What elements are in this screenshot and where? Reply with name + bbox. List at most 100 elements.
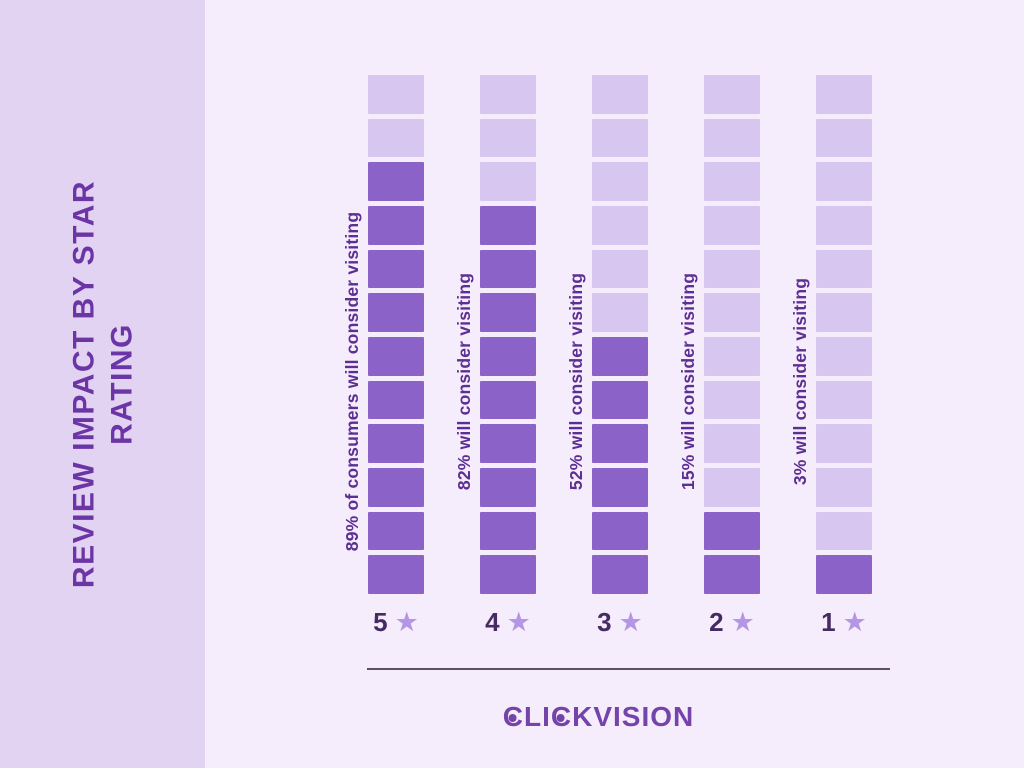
bar-annotation-text: 52% will consider visiting <box>566 272 587 491</box>
bar-segment-filled <box>592 380 648 420</box>
bar-segment-filled <box>592 511 648 551</box>
bar-segment-empty <box>704 206 760 245</box>
bar-column: 2 ★ <box>704 75 760 638</box>
bar-segment-empty <box>816 424 872 464</box>
bar-segment-filled <box>368 337 424 376</box>
bar-segment-empty <box>816 249 872 289</box>
bar-segment-empty <box>816 337 872 376</box>
bar-segment-filled <box>480 249 536 289</box>
bar-segment-filled <box>368 162 424 202</box>
bar-segment-empty <box>704 293 760 333</box>
bar-segment-filled <box>592 337 648 376</box>
bar-annotation-1-star: 3% will consider visiting <box>786 75 816 594</box>
axis-number: 5 <box>373 607 388 637</box>
bar-segment-empty <box>816 293 872 333</box>
axis-label-1-star: 1 ★ <box>816 607 872 638</box>
bar-segment-filled <box>480 293 536 333</box>
bar-3-star <box>592 75 648 595</box>
bar-group-3-star: 52% will consider visiting 3 ★ <box>562 75 648 638</box>
x-axis-line <box>367 668 890 670</box>
star-icon: ★ <box>730 607 755 637</box>
bar-segment-filled <box>816 555 872 595</box>
bar-segment-empty <box>592 249 648 289</box>
page-title-line2: RATING <box>104 323 138 445</box>
axis-label-3-star: 3 ★ <box>592 607 648 638</box>
bar-segment-empty <box>592 293 648 333</box>
axis-label-4-star: 4 ★ <box>480 607 536 638</box>
bar-group-4-star: 82% will consider visiting 4 ★ <box>450 75 536 638</box>
bar-group-2-star: 15% will consider visiting 2 ★ <box>674 75 760 638</box>
bar-segment-empty <box>704 468 760 507</box>
bar-column: 5 ★ <box>368 75 424 638</box>
bar-segment-empty <box>816 511 872 551</box>
bar-segment-empty <box>816 206 872 245</box>
star-icon: ★ <box>842 607 867 637</box>
bar-annotation-text: 3% will consider visiting <box>790 277 811 486</box>
bar-segment-empty <box>704 75 760 114</box>
bar-annotation-text: 89% of consumers will consider visiting <box>342 211 363 552</box>
bar-segment-filled <box>480 206 536 245</box>
clickvision-logo: CLICKVISION <box>503 701 695 733</box>
bar-segment-empty <box>368 118 424 158</box>
bar-segment-empty <box>592 75 648 114</box>
bar-column: 3 ★ <box>592 75 648 638</box>
bar-segment-filled <box>368 293 424 333</box>
bar-segment-empty <box>592 206 648 245</box>
logo-text: LI <box>523 701 551 732</box>
bar-annotation-4-star: 82% will consider visiting <box>450 75 480 594</box>
bar-2-star <box>704 75 760 595</box>
bar-1-star <box>816 75 872 595</box>
bar-segment-empty <box>592 162 648 202</box>
bar-segment-filled <box>480 468 536 507</box>
bar-segment-filled <box>480 424 536 464</box>
bar-segment-empty <box>480 75 536 114</box>
bar-annotation-3-star: 52% will consider visiting <box>562 75 592 594</box>
bar-4-star <box>480 75 536 595</box>
bar-segment-empty <box>368 75 424 114</box>
sidebar: REVIEW IMPACT BY STAR RATING <box>0 0 205 768</box>
star-icon: ★ <box>618 607 643 637</box>
logo-text: KVISION <box>572 701 695 732</box>
bar-segment-filled <box>368 380 424 420</box>
page-title-line1: REVIEW IMPACT BY STAR <box>67 179 100 589</box>
bar-segment-filled <box>368 249 424 289</box>
bar-segment-filled <box>592 468 648 507</box>
bar-segment-empty <box>816 468 872 507</box>
bar-segment-empty <box>704 337 760 376</box>
axis-label-2-star: 2 ★ <box>704 607 760 638</box>
bar-segment-filled <box>368 206 424 245</box>
bar-segment-empty <box>704 249 760 289</box>
page-title: REVIEW IMPACT BY STAR RATING <box>65 114 140 654</box>
star-icon: ★ <box>506 607 531 637</box>
bar-segment-filled <box>480 380 536 420</box>
chart-area: 89% of consumers will consider visiting … <box>205 0 1024 768</box>
bar-segment-empty <box>816 75 872 114</box>
axis-label-5-star: 5 ★ <box>368 607 424 638</box>
bar-segment-filled <box>368 424 424 464</box>
bar-group-5-star: 89% of consumers will consider visiting … <box>338 75 424 638</box>
bar-annotation-text: 15% will consider visiting <box>678 272 699 491</box>
bar-annotation-2-star: 15% will consider visiting <box>674 75 704 594</box>
axis-number: 4 <box>485 607 500 637</box>
axis-number: 2 <box>709 607 724 637</box>
segmented-bar-chart: 89% of consumers will consider visiting … <box>338 75 872 638</box>
bar-column: 4 ★ <box>480 75 536 638</box>
bar-segment-filled <box>480 337 536 376</box>
bar-segment-empty <box>704 162 760 202</box>
bar-annotation-5-star: 89% of consumers will consider visiting <box>338 75 368 594</box>
bar-segment-filled <box>480 555 536 595</box>
logo-letter-c-eye: C <box>550 701 573 732</box>
bar-segment-filled <box>704 555 760 595</box>
bar-segment-empty <box>592 118 648 158</box>
bar-segment-filled <box>704 511 760 551</box>
axis-number: 3 <box>597 607 612 637</box>
bar-segment-filled <box>368 555 424 595</box>
axis-number: 1 <box>821 607 836 637</box>
bar-column: 1 ★ <box>816 75 872 638</box>
bar-segment-empty <box>816 118 872 158</box>
bar-segment-empty <box>480 118 536 158</box>
bar-group-1-star: 3% will consider visiting 1 ★ <box>786 75 872 638</box>
bar-segment-empty <box>704 380 760 420</box>
bar-segment-filled <box>592 424 648 464</box>
bar-segment-filled <box>368 511 424 551</box>
